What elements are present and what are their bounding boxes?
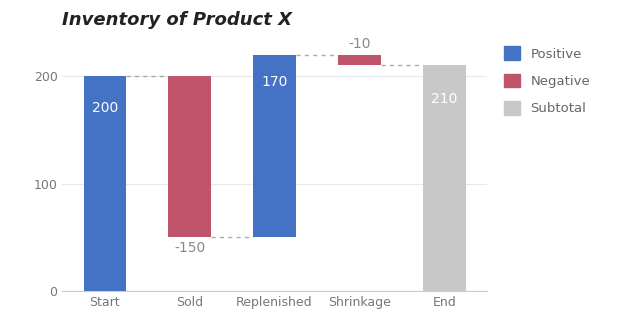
Text: -150: -150	[174, 241, 205, 255]
Text: 200: 200	[92, 101, 118, 116]
Text: Inventory of Product X: Inventory of Product X	[62, 11, 293, 29]
Text: -10: -10	[348, 37, 371, 51]
Bar	[84, 76, 126, 291]
Text: 170: 170	[261, 75, 288, 89]
Text: 210: 210	[431, 92, 457, 106]
Bar	[168, 76, 211, 238]
Bar	[338, 55, 381, 65]
Legend: Positive, Negative, Subtotal: Positive, Negative, Subtotal	[497, 40, 597, 122]
Bar	[423, 65, 466, 291]
Bar	[253, 55, 296, 238]
